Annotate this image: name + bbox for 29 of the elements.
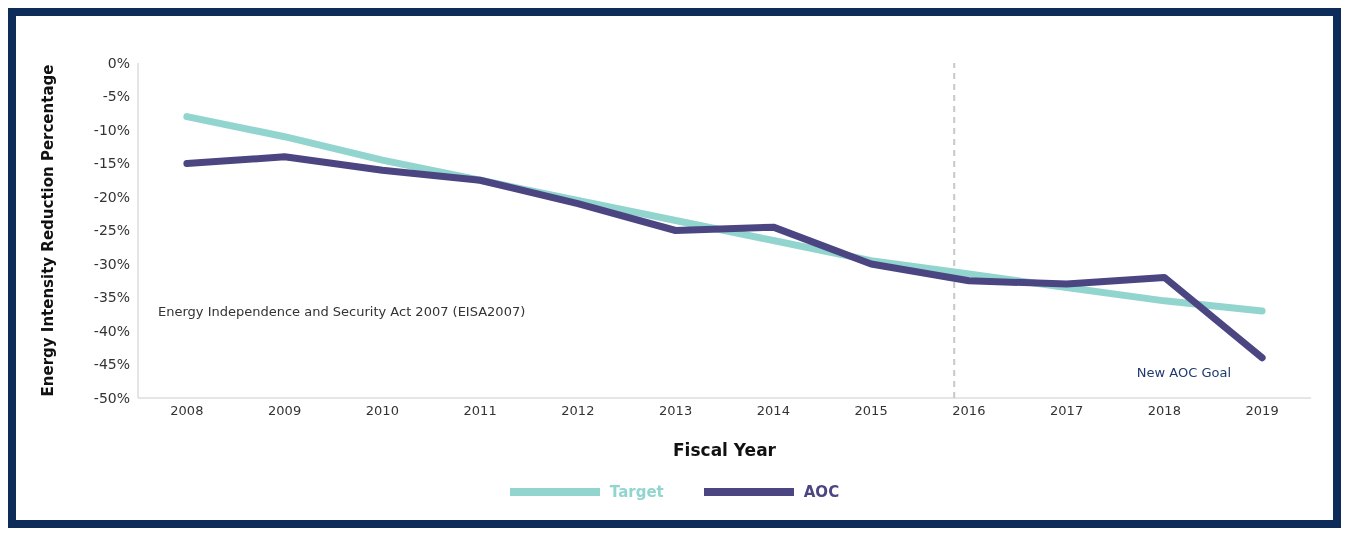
text: AOC xyxy=(803,483,840,501)
x-tick-label: 2017 xyxy=(1050,403,1084,419)
x-tick-label: 2008 xyxy=(170,403,204,419)
annotation: Energy Independence and Security Act 2007 (EISA2007) xyxy=(158,304,526,319)
x-tick-label: 2011 xyxy=(463,403,497,419)
y-tick-label: -15% xyxy=(93,155,130,172)
y-tick-label: -20% xyxy=(93,188,130,205)
y-tick-label: -5% xyxy=(102,88,130,105)
y-tick-label: -25% xyxy=(93,222,130,239)
x-tick-label: 2013 xyxy=(659,403,693,419)
y-tick-label: -35% xyxy=(93,289,130,306)
x-tick-label: 2014 xyxy=(756,403,790,419)
x-axis-title: Fiscal Year xyxy=(673,440,777,460)
y-tick-label: -10% xyxy=(93,121,130,138)
x-tick-label: 2019 xyxy=(1245,403,1279,419)
x-tick-label: 2009 xyxy=(268,403,302,419)
x-tick-label: 2016 xyxy=(952,403,986,419)
x-tick-label: 2010 xyxy=(365,403,399,419)
x-tick-label: 2012 xyxy=(561,403,595,419)
y-axis-title: Energy Intensity Reduction Percentage xyxy=(39,64,58,397)
y-tick-label: -45% xyxy=(93,356,130,373)
y-tick-label: -40% xyxy=(93,322,130,339)
y-tick-label: -30% xyxy=(93,255,130,272)
y-tick-label: 0% xyxy=(107,54,130,71)
y-tick-label: -50% xyxy=(93,389,130,406)
annotation: New AOC Goal xyxy=(1136,365,1231,380)
x-tick-label: 2015 xyxy=(854,403,888,419)
text: Target xyxy=(609,483,664,501)
x-tick-label: 2018 xyxy=(1147,403,1181,419)
